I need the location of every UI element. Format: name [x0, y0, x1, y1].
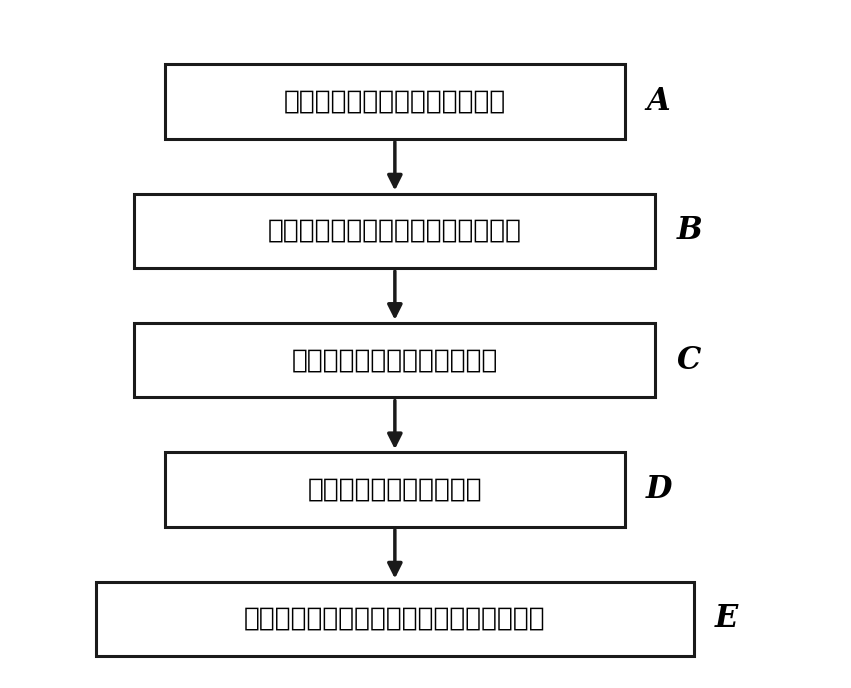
- Text: 计算高光谱图谱谱峰面积: 计算高光谱图谱谱峰面积: [307, 477, 483, 502]
- Text: C: C: [677, 345, 701, 376]
- Text: 建立脐橙样品糖度预测模型，进行品质检测: 建立脐橙样品糖度预测模型，进行品质检测: [244, 606, 545, 632]
- Text: A: A: [646, 86, 670, 117]
- Bar: [165, 452, 625, 527]
- Text: B: B: [677, 215, 702, 246]
- Text: 选取脐橙样品平均高光谱图谱: 选取脐橙样品平均高光谱图谱: [292, 347, 498, 373]
- Text: D: D: [646, 474, 672, 505]
- Bar: [165, 64, 625, 139]
- Text: 获取脐橙样品半透射高光谱图谱: 获取脐橙样品半透射高光谱图谱: [283, 89, 506, 114]
- Bar: [134, 193, 655, 268]
- Bar: [96, 581, 694, 656]
- Bar: [134, 323, 655, 398]
- Text: 利用化学方法测定脐橙样品的糖度值: 利用化学方法测定脐橙样品的糖度值: [268, 218, 522, 244]
- Text: E: E: [715, 603, 739, 634]
